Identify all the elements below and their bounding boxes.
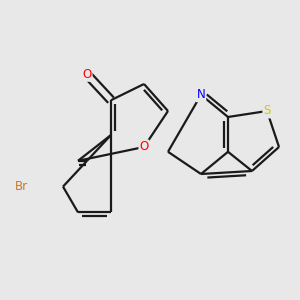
Text: O: O [140,140,148,154]
Text: S: S [263,104,271,118]
Text: N: N [196,88,206,101]
Text: Br: Br [14,180,28,193]
Text: O: O [82,68,91,81]
